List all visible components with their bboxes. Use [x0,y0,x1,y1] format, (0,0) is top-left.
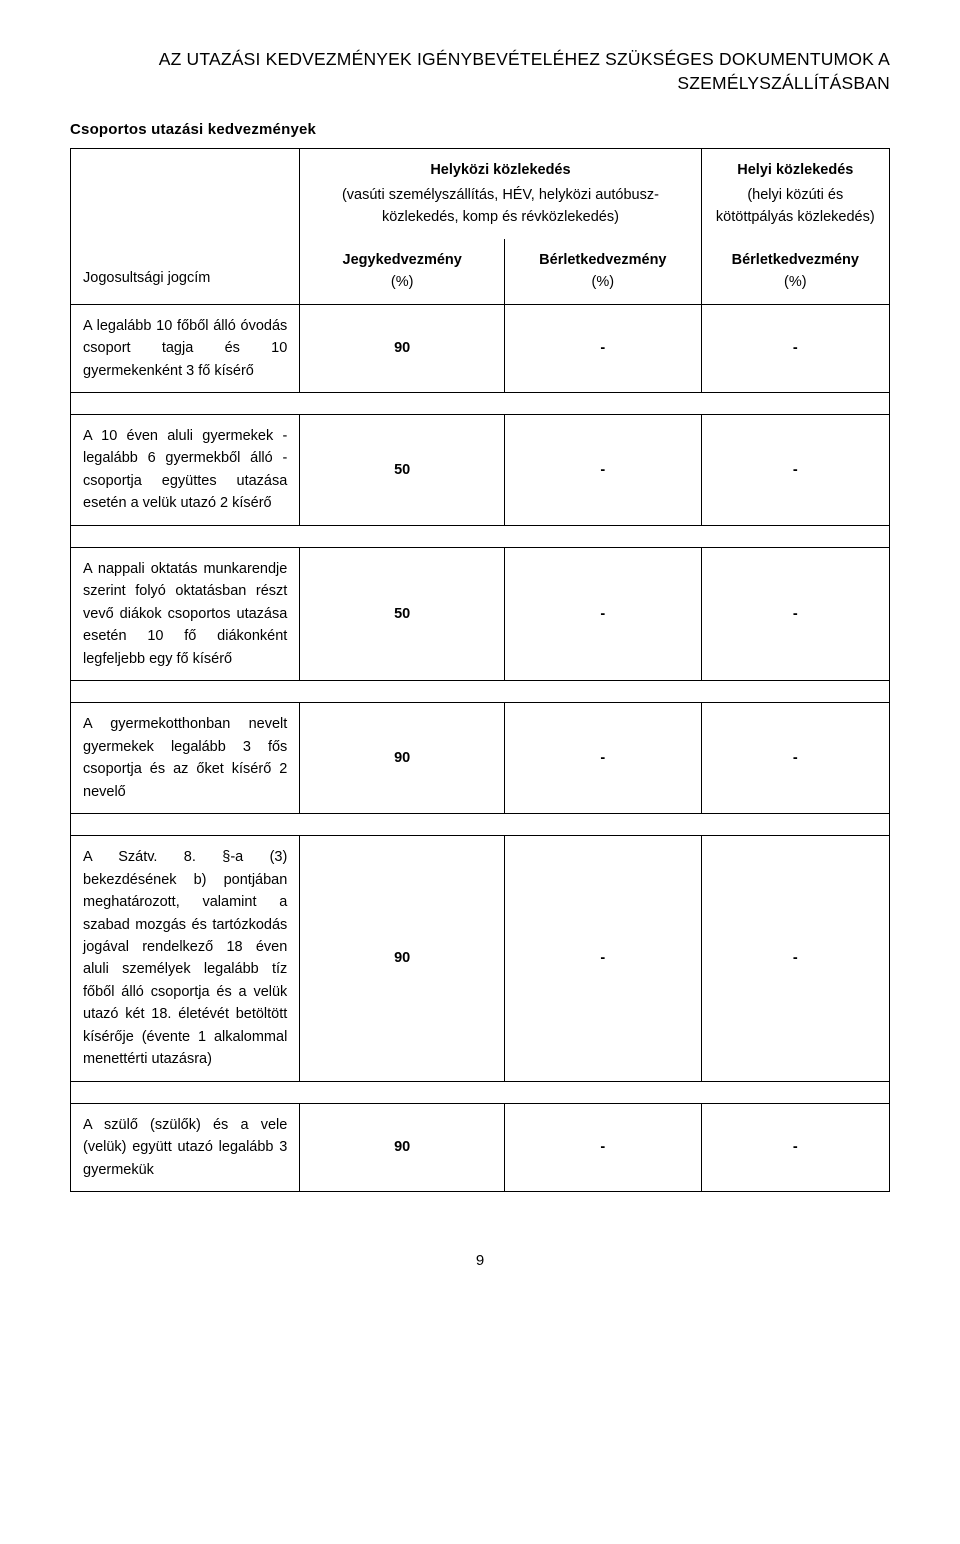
row-val-pass2: - [701,836,889,1082]
document-title-line1: AZ UTAZÁSI KEDVEZMÉNYEK IGÉNYBEVÉTELÉHEZ… [159,49,890,69]
header-col-pass1: Bérletkedvezmény (%) [505,239,702,304]
row-gap [71,525,890,547]
header-col-pass2-unit: (%) [714,271,877,293]
header-col-pass1-kind: Bérletkedvezmény [517,249,689,271]
document-title: AZ UTAZÁSI KEDVEZMÉNYEK IGÉNYBEVÉTELÉHEZ… [70,48,890,95]
header-col-ticket: Jegykedvezmény (%) [300,239,505,304]
row-gap [71,393,890,415]
row-val-ticket: 90 [300,1103,505,1191]
header-group-intercity: Helyközi közlekedés (vasúti személyszáll… [300,149,701,239]
header-col-pass2-kind: Bérletkedvezmény [714,249,877,271]
row-label: A szülő (szülők) és a vele (velük) együt… [71,1103,300,1191]
table-row: A gyermekotthonban nevelt gyermekek lega… [71,703,890,814]
header-group-intercity-title: Helyközi közlekedés [312,159,688,181]
row-label: A 10 éven aluli gyermekek - legalább 6 g… [71,415,300,526]
table-body: A legalább 10 főből álló óvodás csoport … [71,304,890,1192]
row-val-pass1: - [505,703,702,814]
header-group-intercity-subtitle: (vasúti személyszállítás, HÉV, helyközi … [312,184,688,229]
header-col-ticket-kind: Jegykedvezmény [312,249,492,271]
header-group-local-title: Helyi közlekedés [714,159,877,181]
row-val-pass2: - [701,547,889,680]
row-label: A legalább 10 főből álló óvodás csoport … [71,304,300,392]
header-group-local-subtitle: (helyi közúti és kötöttpályás közlekedés… [714,184,877,229]
row-val-pass2: - [701,1103,889,1191]
document-title-line2: SZEMÉLYSZÁLLÍTÁSBAN [677,73,890,93]
page-number: 9 [70,1252,890,1269]
row-val-pass2: - [701,304,889,392]
row-val-ticket: 90 [300,836,505,1082]
row-gap [71,1081,890,1103]
table-row: A szülő (szülők) és a vele (velük) együt… [71,1103,890,1191]
row-val-pass2: - [701,703,889,814]
row-label: A gyermekotthonban nevelt gyermekek lega… [71,703,300,814]
table-row: A nappali oktatás munkarendje szerint fo… [71,547,890,680]
header-col-pass2: Bérletkedvezmény (%) [701,239,889,304]
row-gap [71,681,890,703]
row-val-ticket: 50 [300,415,505,526]
row-label: A nappali oktatás munkarendje szerint fo… [71,547,300,680]
row-label: A Szátv. 8. §-a (3) bekezdésének b) pont… [71,836,300,1082]
header-group-local: Helyi közlekedés (helyi közúti és kötött… [701,149,889,239]
header-left-label: Jogosultsági jogcím [71,149,300,304]
row-val-pass1: - [505,1103,702,1191]
row-val-pass1: - [505,836,702,1082]
discount-table: Jogosultsági jogcím Helyközi közlekedés … [70,148,890,1192]
header-col-ticket-unit: (%) [312,271,492,293]
row-val-ticket: 90 [300,703,505,814]
row-val-ticket: 50 [300,547,505,680]
row-val-ticket: 90 [300,304,505,392]
section-heading: Csoportos utazási kedvezmények [70,121,890,138]
table-row: A legalább 10 főből álló óvodás csoport … [71,304,890,392]
table-row: A 10 éven aluli gyermekek - legalább 6 g… [71,415,890,526]
row-val-pass1: - [505,304,702,392]
table-row: A Szátv. 8. §-a (3) bekezdésének b) pont… [71,836,890,1082]
row-val-pass1: - [505,415,702,526]
row-val-pass2: - [701,415,889,526]
row-val-pass1: - [505,547,702,680]
row-gap [71,814,890,836]
header-col-pass1-unit: (%) [517,271,689,293]
